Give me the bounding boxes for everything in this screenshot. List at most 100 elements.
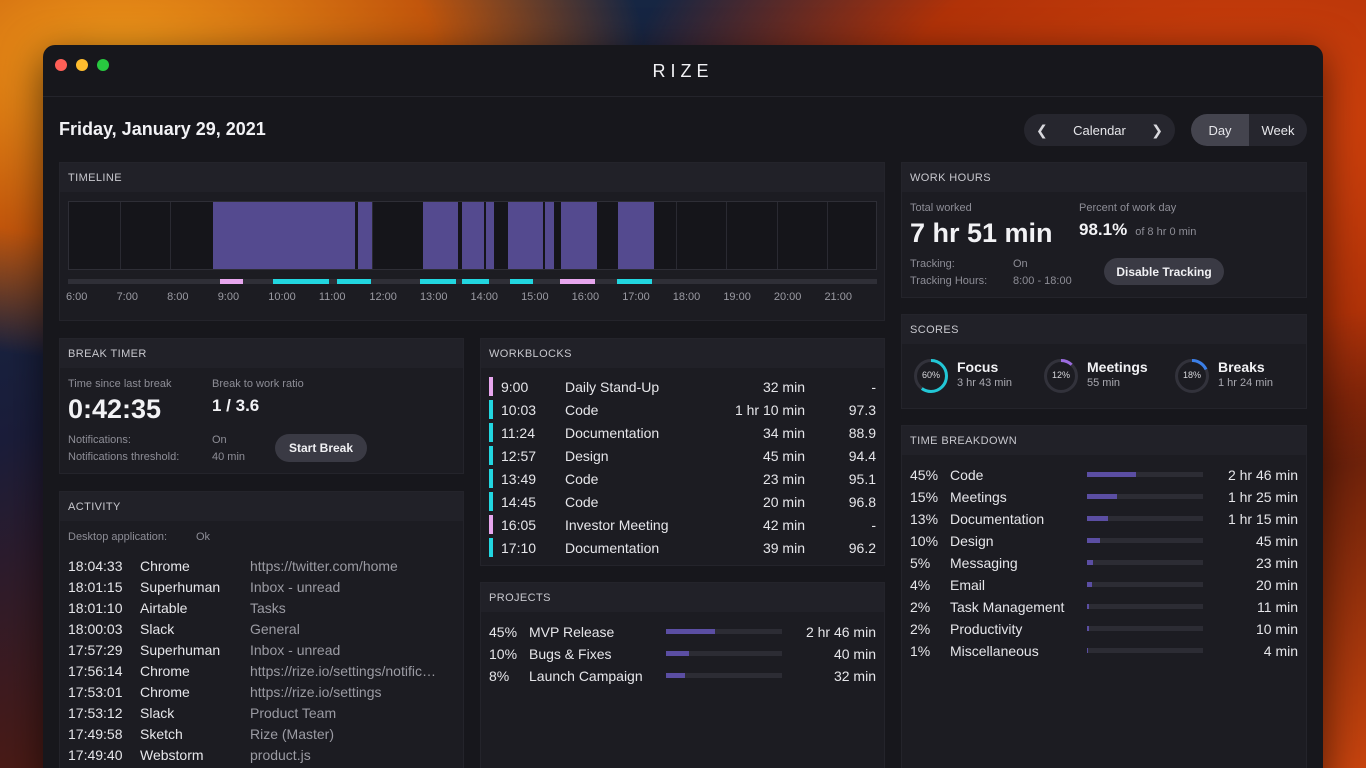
timeline-activity-block[interactable] — [213, 202, 284, 269]
activity-row[interactable]: 18:01:15 Superhuman Inbox - unread — [68, 576, 455, 597]
time-breakdown-row[interactable]: 15% Meetings 1 hr 25 min — [910, 486, 1298, 507]
activity-time: 17:56:14 — [68, 662, 123, 679]
scores-panel: SCORES 60% Focus 3 hr 43 min 12% Meetings 55 … — [901, 314, 1307, 409]
project-bar — [666, 629, 782, 634]
score-breaks[interactable]: 18% Breaks 1 hr 24 min — [1173, 357, 1303, 397]
activity-row[interactable]: 18:00:03 Slack General — [68, 618, 455, 639]
breakdown-bar — [1087, 472, 1203, 477]
time-breakdown-row[interactable]: 2% Task Management 11 min — [910, 596, 1298, 617]
day-view-button[interactable]: Day — [1191, 114, 1249, 146]
time-breakdown-panel: TIME BREAKDOWN 45% Code 2 hr 46 min 15% Meet… — [901, 425, 1307, 768]
breakdown-time: 23 min — [1255, 554, 1298, 571]
workblock-row[interactable]: 16:05 Investor Meeting 42 min - — [489, 514, 876, 535]
time-breakdown-row[interactable]: 10% Design 45 min — [910, 530, 1298, 551]
timeline-activity-block[interactable] — [358, 202, 373, 269]
workblock-score: 94.4 — [848, 447, 876, 464]
chevron-right-icon[interactable]: ❯ — [1151, 121, 1163, 138]
score-focus[interactable]: 60% Focus 3 hr 43 min — [912, 357, 1042, 397]
disable-tracking-button[interactable]: Disable Tracking — [1104, 258, 1224, 285]
workblock-color-marker — [489, 538, 493, 557]
maximize-window-button[interactable] — [97, 59, 109, 71]
workblock-row[interactable]: 10:03 Code 1 hr 10 min 97.3 — [489, 399, 876, 420]
timeline-hour-label: 19:00 — [723, 291, 751, 303]
tracking-hours-label: Tracking Hours: — [910, 275, 988, 287]
app-window: RIZE Friday, January 29, 2021 ❮ Calendar… — [43, 45, 1323, 768]
break-timer-panel: BREAK TIMER Time since last break 0:42:3… — [59, 338, 464, 474]
close-window-button[interactable] — [55, 59, 67, 71]
time-breakdown-row[interactable]: 2% Productivity 10 min — [910, 618, 1298, 639]
time-breakdown-row[interactable]: 4% Email 20 min — [910, 574, 1298, 595]
breakdown-time: 11 min — [1257, 598, 1298, 615]
activity-detail: https://rize.io/settings — [250, 683, 382, 700]
timeline-activity-block[interactable] — [545, 202, 555, 269]
activity-panel: ACTIVITY Desktop application: Ok 18:04:3… — [59, 491, 464, 768]
workblock-row[interactable]: 17:10 Documentation 39 min 96.2 — [489, 537, 876, 558]
breakdown-category: Documentation — [950, 510, 1045, 527]
timeline-workblock-marker[interactable] — [510, 279, 534, 284]
timeline-gridline — [170, 202, 172, 269]
project-row[interactable]: 8% Launch Campaign 32 min — [489, 665, 876, 686]
timeline-workblock-marker[interactable] — [219, 279, 244, 284]
calendar-button[interactable]: Calendar — [1073, 122, 1126, 138]
break-timer-heading: BREAK TIMER — [60, 339, 463, 368]
timeline-activity-block[interactable] — [422, 202, 459, 269]
activity-row[interactable]: 17:49:58 Sketch Rize (Master) — [68, 723, 455, 744]
timeline-activity-block[interactable] — [486, 202, 494, 269]
score-time: 55 min — [1087, 377, 1121, 389]
timeline-activity-block[interactable] — [320, 202, 355, 269]
start-break-button[interactable]: Start Break — [275, 434, 367, 462]
activity-app: Superhuman — [140, 641, 221, 658]
week-view-button[interactable]: Week — [1261, 122, 1295, 138]
timeline-activity-block[interactable] — [617, 202, 654, 269]
breakdown-category: Messaging — [950, 554, 1018, 571]
timeline-gridline — [119, 202, 121, 269]
workblock-row[interactable]: 12:57 Design 45 min 94.4 — [489, 445, 876, 466]
workblock-time: 9:00 — [501, 378, 529, 395]
activity-row[interactable]: 17:56:14 Chrome https://rize.io/settings/n… — [68, 660, 455, 681]
chevron-left-icon[interactable]: ❮ — [1036, 121, 1048, 138]
time-breakdown-row[interactable]: 13% Documentation 1 hr 15 min — [910, 508, 1298, 529]
workblock-time: 17:10 — [501, 539, 537, 556]
timeline-chart[interactable] — [68, 201, 877, 270]
workblock-row[interactable]: 11:24 Documentation 34 min 88.9 — [489, 422, 876, 443]
workblock-row[interactable]: 14:45 Code 20 min 96.8 — [489, 491, 876, 512]
breakdown-percent: 2% — [910, 620, 931, 637]
activity-row[interactable]: 17:57:29 Superhuman Inbox - unread — [68, 639, 455, 660]
project-bar-fill — [666, 629, 715, 634]
breakdown-percent: 1% — [910, 642, 931, 659]
score-ring-fill — [1044, 359, 1078, 393]
timeline-heading: TIMELINE — [60, 163, 884, 192]
timeline-workblock-marker[interactable] — [559, 279, 595, 284]
timeline-workblock-marker[interactable] — [462, 279, 490, 284]
workblock-duration: 42 min — [762, 516, 805, 533]
workblock-row[interactable]: 13:49 Code 23 min 95.1 — [489, 468, 876, 489]
activity-time: 17:49:58 — [68, 725, 123, 742]
project-row[interactable]: 45% MVP Release 2 hr 46 min — [489, 621, 876, 642]
workblock-row[interactable]: 9:00 Daily Stand-Up 32 min - — [489, 376, 876, 397]
time-breakdown-row[interactable]: 45% Code 2 hr 46 min — [910, 464, 1298, 485]
timeline-activity-block[interactable] — [461, 202, 484, 269]
project-row[interactable]: 10% Bugs & Fixes 40 min — [489, 643, 876, 664]
minimize-window-button[interactable] — [76, 59, 88, 71]
timeline-activity-block[interactable] — [560, 202, 598, 269]
breakdown-bar — [1087, 538, 1203, 543]
activity-app: Slack — [140, 620, 175, 637]
activity-row[interactable]: 18:04:33 Chrome https://twitter.com/home — [68, 555, 455, 576]
timeline-hour-label: 17:00 — [622, 291, 650, 303]
timeline-workblock-marker[interactable] — [337, 279, 372, 284]
time-breakdown-row[interactable]: 5% Messaging 23 min — [910, 552, 1298, 573]
activity-row[interactable]: 17:49:40 Webstorm product.js — [68, 744, 455, 765]
activity-row[interactable]: 17:53:12 Slack Product Team — [68, 702, 455, 723]
timeline-gridline — [675, 202, 677, 269]
time-breakdown-row[interactable]: 1% Miscellaneous 4 min — [910, 640, 1298, 661]
workblocks-panel: WORKBLOCKS 9:00 Daily Stand-Up 32 min - 10:0… — [480, 338, 885, 566]
timeline-activity-block[interactable] — [507, 202, 544, 269]
timeline-workblock-marker[interactable] — [272, 279, 330, 284]
activity-row[interactable]: 18:01:10 Airtable Tasks — [68, 597, 455, 618]
timeline-workblock-marker[interactable] — [616, 279, 652, 284]
timeline-activity-block[interactable] — [281, 202, 321, 269]
score-meetings[interactable]: 12% Meetings 55 min — [1042, 357, 1172, 397]
timeline-workblock-marker[interactable] — [420, 279, 456, 284]
project-time: 40 min — [833, 645, 876, 662]
activity-row[interactable]: 17:53:01 Chrome https://rize.io/settings — [68, 681, 455, 702]
